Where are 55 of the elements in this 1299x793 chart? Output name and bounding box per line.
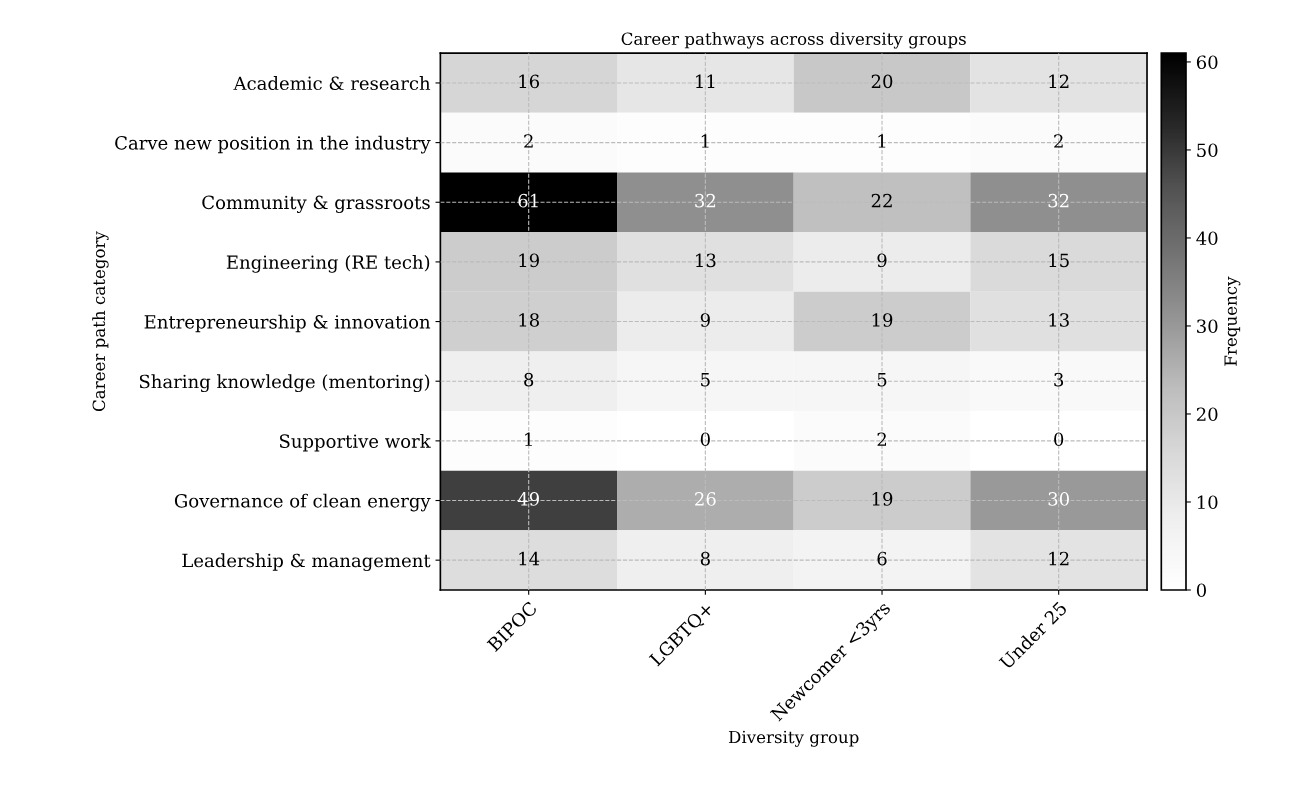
y-tick-label: Sharing knowledge (mentoring) [139, 374, 430, 393]
color-bar-label: 50 [1197, 143, 1218, 158]
data-label: 2 [1054, 134, 1063, 148]
data-label: 19 [872, 313, 893, 327]
data-label: 14 [519, 551, 540, 566]
data-label: 9 [877, 253, 887, 268]
data-label: 2 [877, 432, 886, 446]
data-label: 3 [1054, 372, 1064, 387]
data-label: 26 [695, 492, 716, 506]
data-label: 32 [1048, 193, 1069, 208]
data-label: 61 [518, 193, 538, 208]
y-tick-label: Entrepreneurship & innovation [144, 314, 431, 333]
data-label: 8 [700, 551, 710, 566]
color-bar-label: 30 [1197, 319, 1218, 334]
data-label: 1 [878, 134, 886, 148]
y-tick-label: Leadership & management [182, 553, 431, 572]
y-tick-label: Academic & research [233, 76, 431, 91]
data-label: 16 [519, 74, 540, 89]
y-tick-label: Community & grassroots [202, 195, 430, 213]
data-label: 6 [877, 551, 887, 566]
y-tick-label: Governance of clean energy [174, 493, 431, 512]
y-tick-label: Engineering (RE tech) [226, 255, 430, 273]
color-bar-label: 40 [1196, 231, 1218, 246]
data-label: 2 [524, 134, 533, 148]
data-label: 19 [872, 492, 893, 506]
data-label: 30 [1048, 492, 1069, 506]
data-label: 1 [525, 432, 532, 446]
color-bar-label: 60 [1196, 55, 1218, 70]
data-label: 13 [1049, 313, 1069, 327]
chart-title: Career pathways across diversity groups [621, 32, 966, 49]
y-tick-label: Supportive work [279, 434, 431, 452]
data-label: 11 [696, 74, 715, 88]
data-label: 12 [1049, 551, 1069, 566]
y-axis-title: Career path category [92, 231, 109, 412]
color-bar-title: Frequency [1224, 276, 1241, 366]
data-label: 20 [871, 74, 893, 89]
data-label: 9 [700, 313, 710, 327]
color-bar-label: 10 [1197, 495, 1218, 510]
data-label: 22 [871, 193, 892, 208]
data-label: 0 [1054, 432, 1064, 447]
data-label: 12 [1049, 74, 1069, 88]
color-bar-label: 0 [1196, 583, 1206, 598]
data-label: 18 [519, 313, 539, 327]
data-label: 32 [695, 193, 716, 208]
data-label: 19 [519, 253, 539, 268]
y-tick-label: Carve new position in the industry [115, 135, 431, 154]
data-label: 1 [701, 134, 709, 148]
data-label: 13 [696, 253, 716, 268]
data-label: 5 [877, 373, 887, 387]
data-label: 0 [700, 432, 710, 447]
data-label: 15 [1049, 253, 1069, 268]
x-axis-title: Diversity group [728, 730, 859, 747]
data-label: 5 [701, 373, 710, 387]
data-label: 8 [524, 372, 534, 387]
color-bar-label: 20 [1196, 407, 1218, 422]
